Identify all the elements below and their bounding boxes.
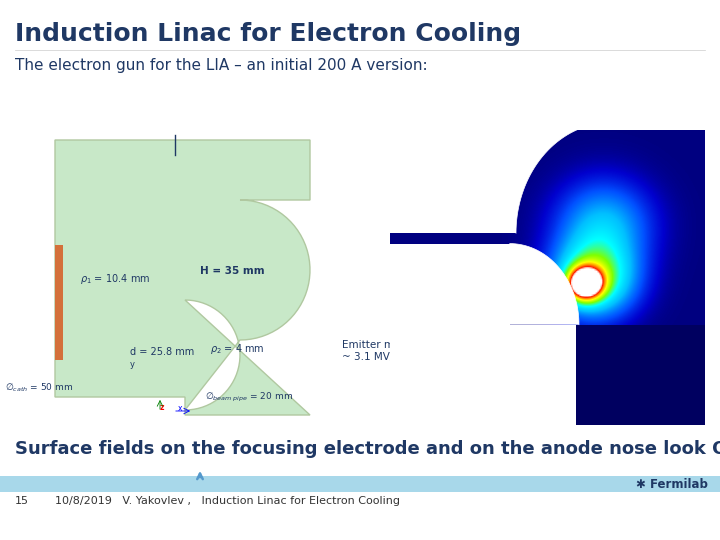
Bar — [390, 244, 510, 425]
Text: The electron gun for the LIA – an initial 200 A version:: The electron gun for the LIA – an initia… — [15, 58, 428, 73]
Text: 10/8/2019   V. Yakovlev ,   Induction Linac for Electron Cooling: 10/8/2019 V. Yakovlev , Induction Linac … — [55, 496, 400, 506]
Polygon shape — [55, 140, 310, 415]
Text: $\rho_2$ = 4 mm: $\rho_2$ = 4 mm — [210, 342, 265, 356]
Bar — [0, 476, 720, 492]
Text: $\emptyset_{cath}$ = 50 mm: $\emptyset_{cath}$ = 50 mm — [5, 381, 73, 394]
Text: 15: 15 — [15, 496, 29, 506]
Bar — [390, 325, 705, 425]
Text: Emitter max. surface field
~ 3.1 MV/m: Emitter max. surface field ~ 3.1 MV/m — [342, 340, 478, 362]
Text: Induction Linac for Electron Cooling: Induction Linac for Electron Cooling — [15, 22, 521, 46]
Text: d = 25.8 mm: d = 25.8 mm — [130, 347, 194, 357]
Bar — [576, 325, 705, 425]
Text: $\rho_1$ = 10.4 mm: $\rho_1$ = 10.4 mm — [80, 272, 150, 286]
Text: z: z — [160, 403, 164, 412]
Text: ✱ Fermilab: ✱ Fermilab — [636, 477, 708, 490]
Text: $\emptyset_{beam\ pipe}$ = 20 mm: $\emptyset_{beam\ pipe}$ = 20 mm — [205, 392, 293, 404]
Bar — [390, 130, 516, 233]
Polygon shape — [390, 244, 579, 425]
Text: H = 35 mm: H = 35 mm — [200, 266, 265, 276]
Polygon shape — [390, 123, 611, 233]
Text: Anode max. surface field
~ 39.4 MV/m: Anode max. surface field ~ 39.4 MV/m — [395, 298, 526, 320]
Text: x: x — [178, 404, 182, 413]
Text: Cathode max. surface field
~ 19.6 MV/m: Cathode max. surface field ~ 19.6 MV/m — [471, 218, 629, 240]
Text: Surface fields on the focusing electrode and on the anode nose look OK: Surface fields on the focusing electrode… — [15, 440, 720, 458]
Bar — [55, 245, 63, 360]
Text: y: y — [130, 360, 135, 369]
